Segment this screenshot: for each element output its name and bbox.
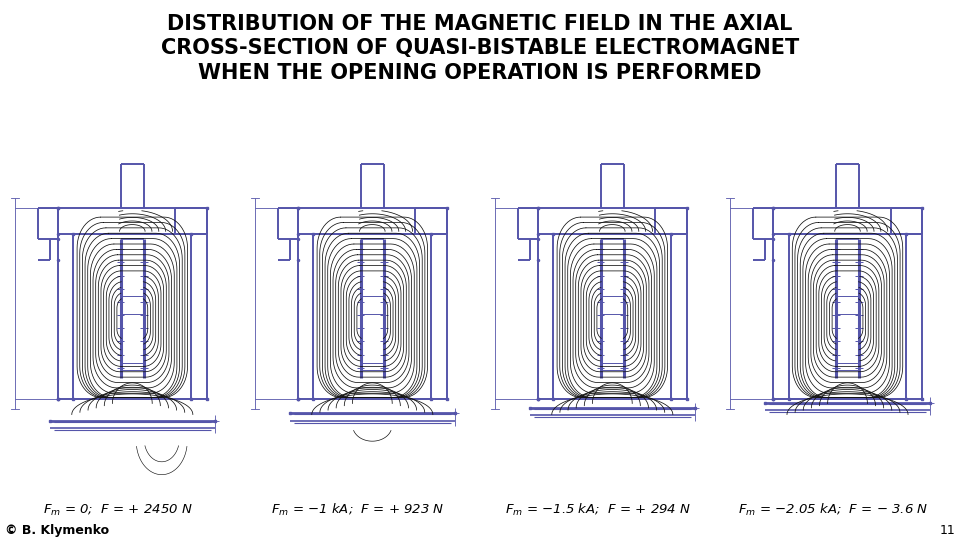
Text: DISTRIBUTION OF THE MAGNETIC FIELD IN THE AXIAL
CROSS-SECTION OF QUASI-BISTABLE : DISTRIBUTION OF THE MAGNETIC FIELD IN TH… xyxy=(161,14,799,83)
Text: $F_m$ = −1 kA;  $F$ = + 923 N: $F_m$ = −1 kA; $F$ = + 923 N xyxy=(271,502,444,518)
Text: $F_m$ = −2.05 kA;  $F$ = − 3.6 N: $F_m$ = −2.05 kA; $F$ = − 3.6 N xyxy=(737,502,928,518)
Text: $F_m$ = 0;  $F$ = + 2450 N: $F_m$ = 0; $F$ = + 2450 N xyxy=(42,503,193,518)
Text: © B. Klymenko: © B. Klymenko xyxy=(5,524,108,537)
Text: 11: 11 xyxy=(940,524,955,537)
Text: $F_m$ = −1.5 kA;  $F$ = + 294 N: $F_m$ = −1.5 kA; $F$ = + 294 N xyxy=(505,502,690,518)
